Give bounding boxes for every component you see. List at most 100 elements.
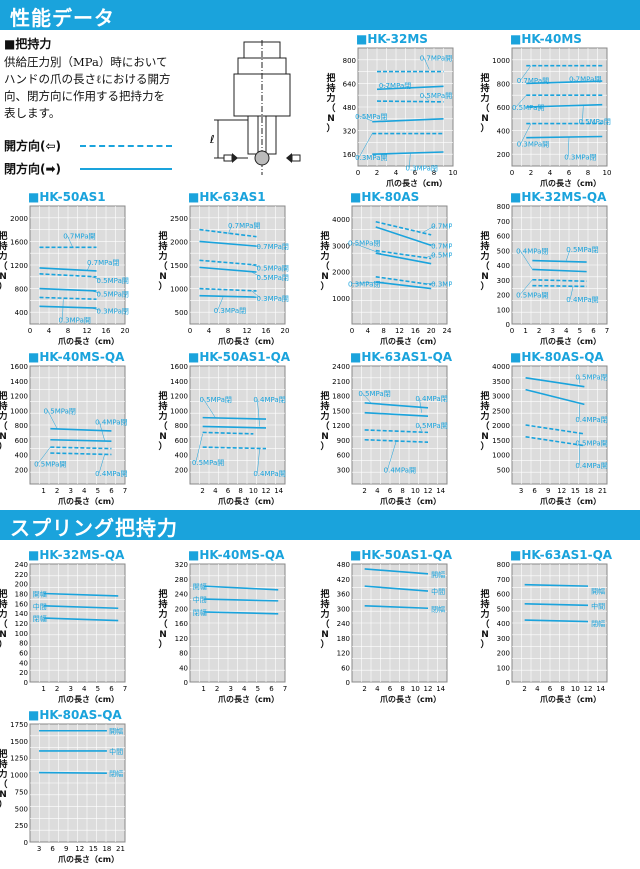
x-tick-label: 6 bbox=[226, 487, 231, 495]
leader-line bbox=[62, 299, 64, 320]
x-tick-label: 5 bbox=[578, 327, 582, 335]
section-title: 性能データ bbox=[10, 6, 115, 30]
y-tick-label: 500 bbox=[497, 466, 510, 474]
series-label: 閉幅 bbox=[193, 608, 207, 617]
series-line bbox=[532, 278, 587, 283]
leader-line bbox=[570, 286, 574, 299]
legend-open-label: 開方向(⇦) bbox=[4, 139, 62, 153]
series-label: 0.4MPa閉 bbox=[575, 416, 607, 424]
leader-line bbox=[423, 225, 436, 233]
x-axis-label: 爪の長さ（cm） bbox=[218, 695, 280, 704]
leader-line bbox=[519, 279, 533, 295]
x-tick-label: 8 bbox=[400, 487, 404, 495]
x-tick-label: 6 bbox=[109, 685, 114, 693]
y-tick-label: 2500 bbox=[492, 407, 510, 415]
x-axis-label: 爪の長さ（cm） bbox=[540, 179, 602, 188]
chart-panel: ■HK-40MS-QA 把持力（N） 爪の長さ（cm） 200 400 600 800 100… bbox=[0, 350, 130, 510]
leader-line bbox=[257, 399, 260, 427]
x-tick-label: 12 bbox=[243, 327, 252, 335]
y-tick-label: 100 bbox=[15, 630, 28, 638]
series-line bbox=[376, 100, 444, 103]
series-line bbox=[524, 603, 589, 607]
x-tick-label: 8 bbox=[586, 169, 590, 177]
x-tick-label: 9 bbox=[546, 487, 550, 495]
x-tick-label: 20 bbox=[121, 327, 130, 335]
leader-line bbox=[359, 115, 373, 122]
series-line bbox=[199, 287, 257, 292]
y-tick-label: 600 bbox=[175, 437, 188, 445]
leader-line bbox=[362, 392, 372, 404]
series-label: 0.7MPa開 bbox=[228, 222, 260, 230]
y-tick-label: 1000 bbox=[10, 407, 28, 415]
y-tick-label: 2000 bbox=[332, 269, 350, 277]
x-tick-label: 12 bbox=[395, 327, 404, 335]
leader-line bbox=[520, 65, 532, 81]
y-tick-label: 240 bbox=[175, 591, 188, 599]
y-tick-label: 0 bbox=[24, 679, 28, 687]
series-line bbox=[526, 103, 603, 108]
intro-block: ■把持力 供給圧力別（MPa）時において ハンドの爪の長さℓにおける開方 向、閉… bbox=[4, 35, 204, 122]
series-label: 0.7MPa閉 bbox=[87, 259, 119, 267]
series-label: 中間 bbox=[109, 747, 123, 756]
chart-title: ■HK-32MS-QA bbox=[28, 548, 125, 562]
x-axis-label: 爪の長さ（cm） bbox=[58, 497, 120, 506]
y-tick-label: 640 bbox=[343, 80, 356, 88]
series-line bbox=[375, 220, 432, 236]
x-tick-label: 4 bbox=[207, 327, 212, 335]
y-axis-label: 把持力（N） bbox=[158, 232, 168, 292]
x-tick-label: 21 bbox=[598, 487, 607, 495]
x-tick-label: 12 bbox=[424, 685, 433, 693]
chart-svg: 200 400 600 800 1000 1200 1400 1600 2 4 6 8 10 12 14 0.… bbox=[170, 363, 286, 495]
y-tick-label: 1000 bbox=[10, 772, 28, 780]
section-banner-spring: スプリング把持力 bbox=[0, 510, 640, 540]
y-tick-label: 400 bbox=[497, 620, 510, 628]
series-line bbox=[525, 436, 585, 447]
y-tick-label: 480 bbox=[343, 104, 356, 112]
y-tick-label: 100 bbox=[497, 306, 510, 314]
series-label: 0.5MPa閉 bbox=[257, 274, 289, 282]
series-line bbox=[199, 259, 257, 266]
series-line bbox=[375, 281, 432, 290]
x-tick-label: 6 bbox=[109, 487, 114, 495]
series-label: 0.4MPa開 bbox=[384, 466, 416, 474]
chart-title: ■HK-80AS-QA bbox=[510, 350, 604, 364]
intro-heading: ■把持力 bbox=[4, 37, 52, 51]
y-tick-label: 1500 bbox=[10, 738, 28, 746]
legend-open-line bbox=[80, 145, 172, 147]
series-label: 0.7MPa開 bbox=[420, 55, 452, 63]
y-tick-label: 800 bbox=[343, 57, 356, 65]
series-label: 0.3MPa閉 bbox=[214, 307, 246, 315]
y-tick-label: 0 bbox=[184, 679, 188, 687]
series-line bbox=[199, 266, 257, 273]
x-tick-label: 6 bbox=[388, 487, 393, 495]
y-tick-label: 120 bbox=[337, 650, 350, 658]
y-tick-label: 200 bbox=[175, 605, 188, 613]
chart-title: ■HK-32MS bbox=[356, 32, 428, 46]
y-axis-label: 把持力（N） bbox=[320, 232, 330, 292]
x-tick-label: 20 bbox=[281, 327, 290, 335]
x-tick-label: 10 bbox=[411, 487, 420, 495]
y-tick-label: 1000 bbox=[492, 57, 510, 65]
chart-panel: ■HK-32MS-QA把持力（N）爪の長さ（cm）020406080100120… bbox=[0, 548, 130, 708]
chart-title: ■HK-80AS bbox=[350, 190, 420, 204]
series-label: 0.5MPa開 bbox=[512, 104, 544, 112]
legend-close-line bbox=[80, 168, 172, 170]
series-line bbox=[364, 402, 429, 409]
series-line bbox=[364, 429, 429, 434]
series-label: 0.3MPa開 bbox=[257, 295, 289, 303]
y-tick-label: 0 bbox=[506, 321, 510, 329]
x-tick-label: 2 bbox=[200, 487, 204, 495]
chart-title: ■HK-80AS-QA bbox=[28, 708, 122, 722]
x-tick-label: 16 bbox=[102, 327, 111, 335]
x-tick-label: 6 bbox=[388, 685, 393, 693]
chart-svg: 1000 2000 3000 4000 0 4 8 12 16 20 24 0.7MPa開 0.7MPa… bbox=[332, 205, 452, 335]
series-line bbox=[199, 294, 257, 298]
y-tick-label: 600 bbox=[15, 437, 28, 445]
chart-title: ■HK-40MS-QA bbox=[188, 548, 285, 562]
series-line bbox=[532, 259, 587, 263]
leader-line bbox=[86, 261, 92, 272]
series-label: 開幅 bbox=[109, 727, 123, 736]
intro-line: 供給圧力別（MPa）時において bbox=[4, 55, 168, 69]
y-tick-label: 800 bbox=[497, 80, 510, 88]
x-tick-label: 4 bbox=[375, 487, 380, 495]
